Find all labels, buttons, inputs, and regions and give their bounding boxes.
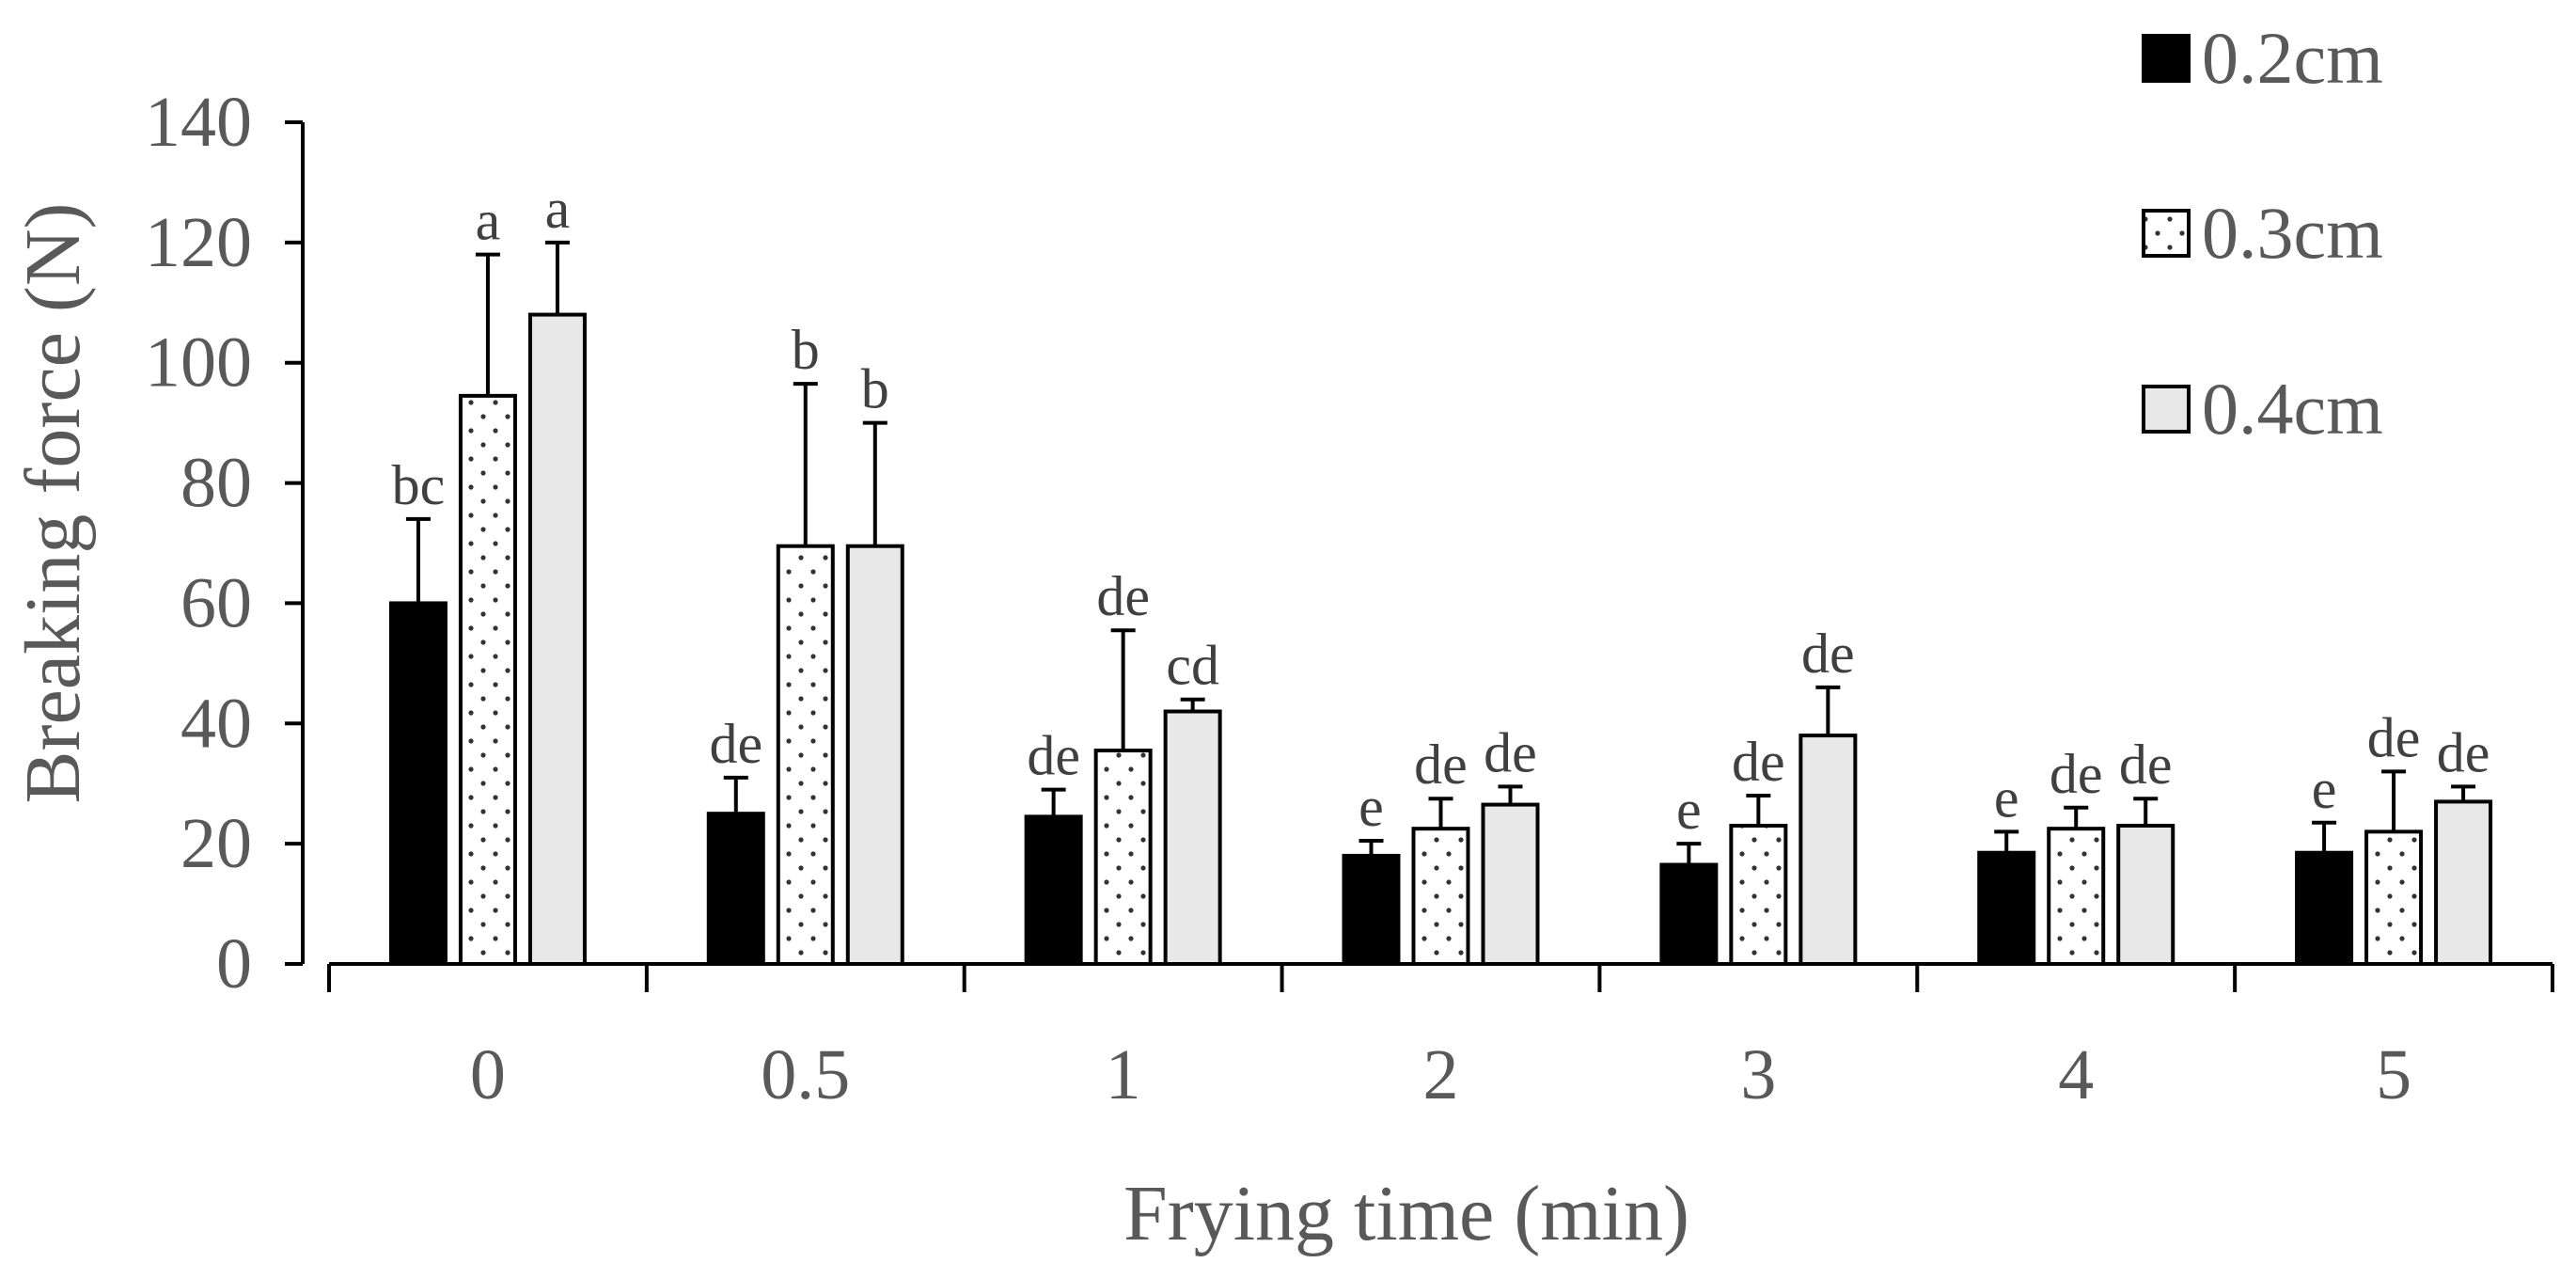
sig-label-0.3cm-t4: de [2050,743,2103,805]
sig-label-0.4cm-t4: de [2119,734,2173,796]
y-tick-label: 100 [145,324,252,403]
bar-0.2cm-t0 [388,601,448,967]
y-tick-label: 80 [181,444,252,523]
legend-label-0.2cm: 0.2cm [2202,17,2383,99]
legend-swatch-0.2cm [2142,34,2191,83]
y-tick-label: 140 [145,83,252,162]
sig-label-0.4cm-t1: cd [1166,635,1219,697]
sig-label-0.2cm-t0.5: de [709,713,762,775]
bar-0.4cm-t5 [2434,799,2493,967]
legend-label-0.4cm: 0.4cm [2202,368,2383,450]
bar-0.4cm-t0 [527,312,587,967]
bar-0.2cm-t3 [1659,862,1719,967]
sig-label-0.3cm-t1: de [1096,565,1150,627]
bar-0.3cm-t0 [458,393,517,966]
x-tick-label: 2 [1423,1035,1459,1114]
sig-label-0.3cm-t3: de [1732,731,1785,793]
x-tick-label: 0.5 [761,1035,850,1114]
sig-label-0.4cm-t0.5: b [861,358,889,420]
sig-label-0.4cm-t2: de [1484,721,1537,783]
y-tick-label: 20 [181,804,252,883]
bar-0.3cm-t0.5 [776,544,835,966]
bar-0.3cm-t4 [2047,827,2106,966]
sig-label-0.2cm-t1: de [1027,725,1080,787]
axes: 0 20 40 60 80 100 120 140 0 0.5 1 2 3 4 5 [145,83,2554,1114]
x-tick-label: 3 [1740,1035,1776,1114]
sig-label-0.2cm-t0: bc [392,454,446,516]
bar-0.2cm-t5 [2295,850,2354,966]
sig-label-0.4cm-t0: a [545,178,571,240]
sig-label-0.2cm-t2: e [1359,776,1384,838]
bar-0.3cm-t3 [1729,823,1788,967]
x-tick-label: 0 [470,1035,506,1114]
x-tick-label: 1 [1106,1035,1141,1114]
sig-label-0.4cm-t5: de [2437,721,2490,783]
x-tick-label: 5 [2376,1035,2411,1114]
sig-label-0.3cm-t2: de [1414,734,1468,796]
plot-area [388,240,2493,967]
sig-label-0.2cm-t3: e [1676,779,1702,841]
bar-0.3cm-t1 [1093,749,1153,967]
legend-swatch-0.3cm [2142,209,2191,258]
legend: 0.2cm 0.3cm 0.4cm [2142,17,2383,450]
legend-label-0.3cm: 0.3cm [2202,192,2383,274]
sig-label-0.3cm-t0: a [476,190,501,252]
y-tick-label: 0 [216,924,252,1003]
sig-label-0.3cm-t0.5: b [792,319,820,381]
bar-0.4cm-t2 [1481,802,1540,967]
x-axis-title: Frying time (min) [1123,1170,1689,1257]
sig-label-0.3cm-t5: de [2367,706,2421,768]
y-tick-label: 60 [181,563,252,642]
y-tick-label: 120 [145,203,252,282]
legend-swatch-0.4cm [2142,385,2191,434]
sig-label-0.2cm-t5: e [2312,758,2337,820]
bar-0.3cm-t2 [1411,827,1470,966]
bar-0.2cm-t4 [1977,850,2036,966]
y-tick-label: 40 [181,684,252,763]
y-axis-title: Breaking force (N) [9,202,97,803]
bar-0.4cm-t1 [1163,709,1222,966]
bar-0.2cm-t0.5 [706,812,765,967]
sig-label-0.2cm-t4: e [1994,766,2019,829]
bar-0.4cm-t4 [2116,823,2175,967]
bar-0.2cm-t2 [1342,853,1401,967]
bar-0.4cm-t0.5 [845,544,904,966]
bar-0.3cm-t5 [2364,829,2424,966]
sig-label-0.4cm-t3: de [1801,623,1855,685]
bar-0.4cm-t3 [1798,734,1858,966]
x-tick-label: 4 [2058,1035,2094,1114]
bar-0.2cm-t1 [1024,814,1083,966]
